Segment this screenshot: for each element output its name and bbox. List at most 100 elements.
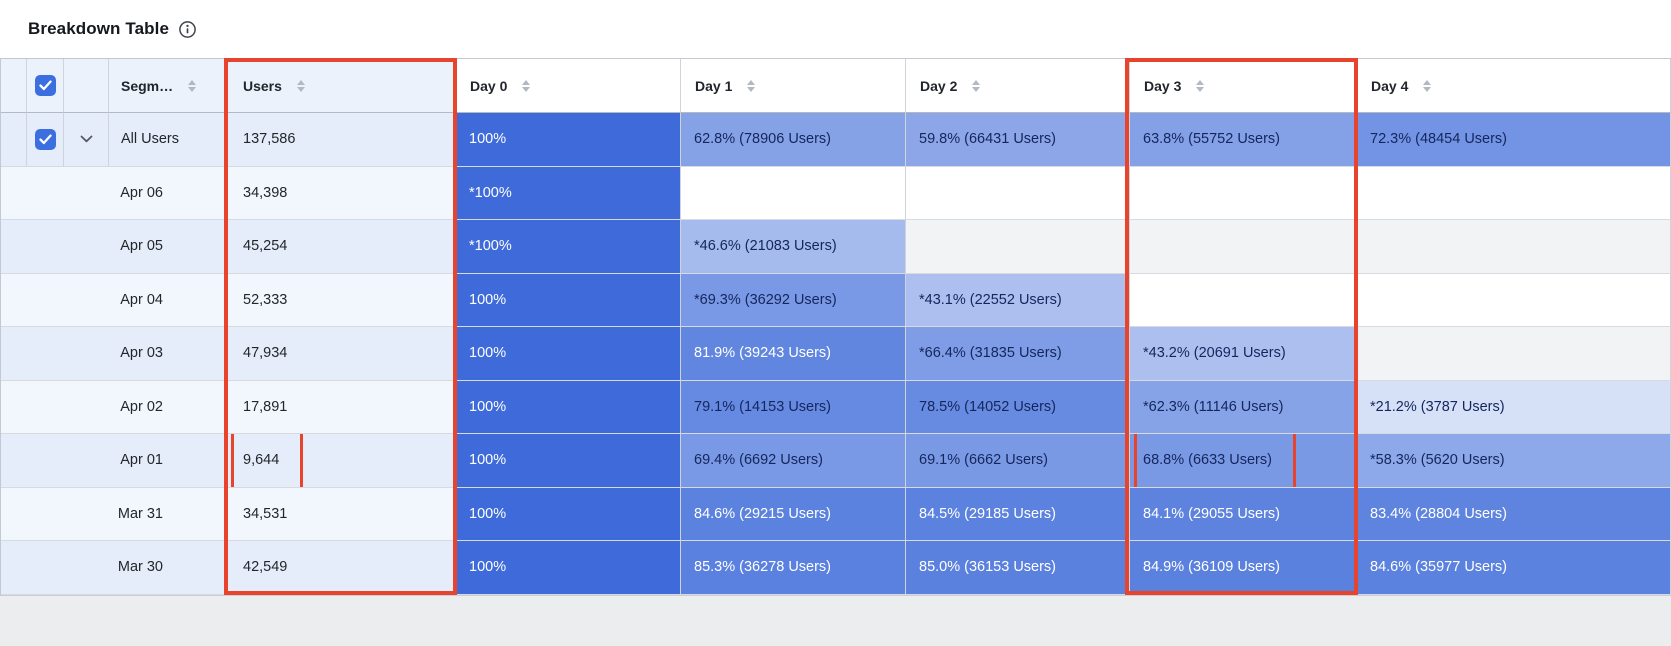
table-row: Mar 30 42,549 100% 85.3% (36278 Users) 85.0%… bbox=[1, 541, 1671, 595]
day-2-cell[interactable]: 78.5% (14052 Users) bbox=[906, 380, 1130, 434]
table-row: Mar 31 34,531 100% 84.6% (29215 Users) 84.5%… bbox=[1, 487, 1671, 541]
day-3-cell[interactable]: 84.9% (36109 Users) bbox=[1130, 541, 1357, 595]
check-icon bbox=[38, 134, 52, 144]
day-1-cell[interactable]: 62.8% (78906 Users) bbox=[681, 113, 906, 167]
header-gutter bbox=[1, 59, 27, 113]
users-cell[interactable]: 9,644 bbox=[228, 434, 456, 488]
header-day-3[interactable]: Day 3 bbox=[1130, 59, 1357, 113]
day-3-cell-empty[interactable] bbox=[1130, 166, 1357, 220]
date-cell: Apr 06 bbox=[1, 166, 228, 220]
select-all-cell[interactable] bbox=[27, 59, 64, 113]
table-row: Apr 05 45,254 *100% *46.6% (21083 Users) bbox=[1, 220, 1671, 274]
sort-icon[interactable] bbox=[1423, 79, 1432, 92]
sort-icon[interactable] bbox=[972, 79, 981, 92]
day-4-cell[interactable]: *58.3% (5620 Users) bbox=[1357, 434, 1671, 488]
day-3-cell[interactable]: *62.3% (11146 Users) bbox=[1130, 380, 1357, 434]
day-4-cell-empty[interactable] bbox=[1357, 273, 1671, 327]
table-header-row: Segm… Users Day 0 Day 1 Day 2 Day 3 Day 4 bbox=[1, 59, 1671, 113]
day-2-cell[interactable]: 59.8% (66431 Users) bbox=[906, 113, 1130, 167]
day-2-cell[interactable]: 84.5% (29185 Users) bbox=[906, 487, 1130, 541]
table-row: Apr 01 9,644 100% 69.4% (6692 Users) 69.1% (… bbox=[1, 434, 1671, 488]
day-0-cell[interactable]: 100% bbox=[456, 380, 681, 434]
day-1-cell[interactable]: 81.9% (39243 Users) bbox=[681, 327, 906, 381]
users-cell[interactable]: 42,549 bbox=[228, 541, 456, 595]
breakdown-table: Segm… Users Day 0 Day 1 Day 2 Day 3 Day 4 All U… bbox=[0, 58, 1671, 595]
day-1-cell[interactable]: 69.4% (6692 Users) bbox=[681, 434, 906, 488]
sort-icon[interactable] bbox=[747, 79, 756, 92]
day-0-cell[interactable]: *100% bbox=[456, 166, 681, 220]
day-0-cell[interactable]: 100% bbox=[456, 541, 681, 595]
sort-icon[interactable] bbox=[188, 79, 197, 92]
day-1-cell[interactable]: *46.6% (21083 Users) bbox=[681, 220, 906, 274]
users-cell[interactable]: 52,333 bbox=[228, 273, 456, 327]
table-row: All Users 137,586 100% 62.8% (78906 Users) 5… bbox=[1, 113, 1671, 167]
info-icon[interactable] bbox=[178, 20, 197, 39]
day-4-cell-empty[interactable] bbox=[1357, 220, 1671, 274]
users-cell[interactable]: 17,891 bbox=[228, 380, 456, 434]
table-row: Apr 02 17,891 100% 79.1% (14153 Users) 78.5%… bbox=[1, 380, 1671, 434]
day-3-cell-empty[interactable] bbox=[1130, 220, 1357, 274]
date-cell: Apr 05 bbox=[1, 220, 228, 274]
day-4-cell-empty[interactable] bbox=[1357, 166, 1671, 220]
header-day-0[interactable]: Day 0 bbox=[456, 59, 681, 113]
day-1-cell-empty[interactable] bbox=[681, 166, 906, 220]
row-select-cell[interactable] bbox=[27, 113, 64, 167]
day-0-cell[interactable]: 100% bbox=[456, 434, 681, 488]
users-cell[interactable]: 137,586 bbox=[228, 113, 456, 167]
page-title: Breakdown Table bbox=[28, 19, 169, 38]
header-day-1[interactable]: Day 1 bbox=[681, 59, 906, 113]
day-2-cell[interactable]: 85.0% (36153 Users) bbox=[906, 541, 1130, 595]
header-day-2[interactable]: Day 2 bbox=[906, 59, 1130, 113]
header-day-4[interactable]: Day 4 bbox=[1357, 59, 1671, 113]
chevron-down-icon[interactable] bbox=[80, 135, 93, 143]
day-1-cell[interactable]: 84.6% (29215 Users) bbox=[681, 487, 906, 541]
table-row: Apr 04 52,333 100% *69.3% (36292 Users) *43.… bbox=[1, 273, 1671, 327]
day-4-cell[interactable]: *21.2% (3787 Users) bbox=[1357, 380, 1671, 434]
day-2-cell-empty[interactable] bbox=[906, 220, 1130, 274]
day-1-cell[interactable]: 85.3% (36278 Users) bbox=[681, 541, 906, 595]
day-2-cell[interactable]: *66.4% (31835 Users) bbox=[906, 327, 1130, 381]
day-0-cell[interactable]: 100% bbox=[456, 487, 681, 541]
users-cell[interactable]: 47,934 bbox=[228, 327, 456, 381]
sort-icon[interactable] bbox=[1196, 79, 1205, 92]
title-bar: Breakdown Table bbox=[0, 0, 1671, 58]
checkbox-checked[interactable] bbox=[34, 75, 56, 96]
day-3-cell[interactable]: 63.8% (55752 Users) bbox=[1130, 113, 1357, 167]
sort-icon[interactable] bbox=[296, 79, 305, 92]
header-segment[interactable]: Segm… bbox=[109, 59, 228, 113]
day3-value-highlight bbox=[1134, 434, 1296, 487]
page-background bbox=[0, 595, 1671, 646]
users-cell[interactable]: 34,398 bbox=[228, 166, 456, 220]
checkbox-checked[interactable] bbox=[34, 128, 56, 150]
day-2-cell[interactable]: *43.1% (22552 Users) bbox=[906, 273, 1130, 327]
users-cell[interactable]: 34,531 bbox=[228, 487, 456, 541]
row-gutter bbox=[1, 113, 27, 167]
day-3-cell-empty[interactable] bbox=[1130, 273, 1357, 327]
day-0-cell[interactable]: 100% bbox=[456, 327, 681, 381]
date-cell: Mar 31 bbox=[1, 487, 228, 541]
day-0-cell[interactable]: 100% bbox=[456, 273, 681, 327]
header-users[interactable]: Users bbox=[228, 59, 456, 113]
expand-row-button[interactable] bbox=[64, 113, 109, 167]
segment-cell: All Users bbox=[109, 113, 228, 167]
day-3-cell[interactable]: *43.2% (20691 Users) bbox=[1130, 327, 1357, 381]
users-cell[interactable]: 45,254 bbox=[228, 220, 456, 274]
day-4-cell[interactable]: 72.3% (48454 Users) bbox=[1357, 113, 1671, 167]
day-0-cell[interactable]: 100% bbox=[456, 113, 681, 167]
day-4-cell[interactable]: 83.4% (28804 Users) bbox=[1357, 487, 1671, 541]
header-expander bbox=[64, 59, 109, 113]
day-0-cell[interactable]: *100% bbox=[456, 220, 681, 274]
day-1-cell[interactable]: *69.3% (36292 Users) bbox=[681, 273, 906, 327]
day-4-cell-empty[interactable] bbox=[1357, 327, 1671, 381]
day-3-cell[interactable]: 68.8% (6633 Users) bbox=[1130, 434, 1357, 488]
day-1-cell[interactable]: 79.1% (14153 Users) bbox=[681, 380, 906, 434]
day-3-cell[interactable]: 84.1% (29055 Users) bbox=[1130, 487, 1357, 541]
day-2-cell-empty[interactable] bbox=[906, 166, 1130, 220]
day-2-cell[interactable]: 69.1% (6662 Users) bbox=[906, 434, 1130, 488]
date-cell: Apr 03 bbox=[1, 327, 228, 381]
check-icon bbox=[38, 80, 52, 91]
sort-icon[interactable] bbox=[522, 79, 531, 92]
table-row: Apr 06 34,398 *100% bbox=[1, 166, 1671, 220]
table-row: Apr 03 47,934 100% 81.9% (39243 Users) *66.4… bbox=[1, 327, 1671, 381]
day-4-cell[interactable]: 84.6% (35977 Users) bbox=[1357, 541, 1671, 595]
